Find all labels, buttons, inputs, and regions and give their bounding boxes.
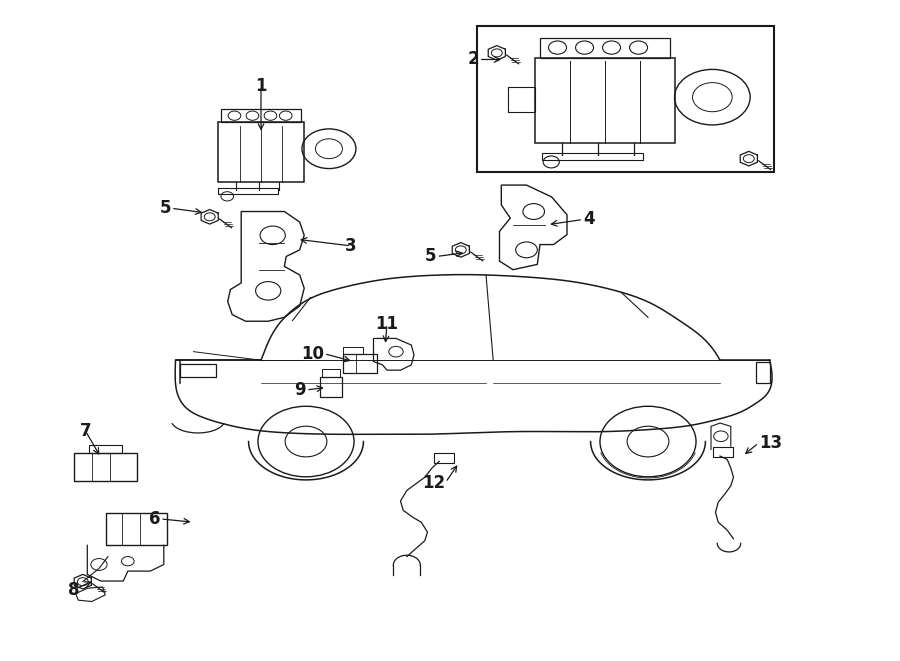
- Bar: [180, 364, 216, 377]
- Bar: [74, 453, 137, 481]
- Text: 10: 10: [301, 344, 324, 363]
- Text: 2: 2: [467, 50, 479, 69]
- Bar: [434, 453, 454, 463]
- Bar: [221, 109, 301, 122]
- Text: 5: 5: [159, 199, 171, 217]
- Bar: [756, 362, 770, 383]
- Bar: [322, 369, 340, 377]
- Bar: [218, 188, 278, 194]
- Bar: [343, 354, 377, 373]
- Text: 8: 8: [68, 580, 79, 599]
- Bar: [218, 122, 304, 182]
- Text: 9: 9: [294, 381, 306, 399]
- Text: 5: 5: [425, 247, 436, 266]
- Text: 12: 12: [422, 473, 446, 492]
- Bar: [540, 38, 670, 58]
- Text: 1: 1: [256, 77, 266, 95]
- Text: 4: 4: [583, 210, 595, 229]
- Bar: [477, 26, 774, 172]
- Bar: [535, 58, 675, 143]
- Bar: [89, 445, 122, 453]
- Text: 3: 3: [346, 237, 356, 255]
- Text: 13: 13: [759, 434, 782, 452]
- Bar: [106, 513, 167, 545]
- Bar: [343, 347, 364, 354]
- Bar: [320, 377, 342, 397]
- Text: 11: 11: [375, 315, 399, 333]
- Text: 6: 6: [148, 510, 160, 528]
- Text: 7: 7: [80, 422, 91, 440]
- Bar: [508, 87, 535, 112]
- Bar: [713, 447, 733, 457]
- Bar: [542, 153, 643, 160]
